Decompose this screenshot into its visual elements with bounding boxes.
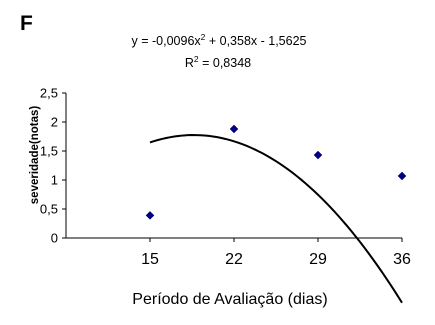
y-tick-label: 0 [51, 231, 58, 246]
trendline-group [149, 134, 403, 304]
trendline [149, 134, 403, 304]
y-tick-label: 1,5 [40, 144, 58, 159]
x-tick-label: 22 [225, 251, 243, 268]
x-tick-label: 36 [393, 251, 411, 268]
x-tick-label: 29 [309, 251, 327, 268]
panel-label: F [20, 12, 33, 35]
data-point [145, 211, 155, 220]
axes: 0 0,5 1 1,5 2 2,5 15 22 29 36 [40, 86, 411, 269]
y-tick-label: 2 [51, 115, 58, 130]
trendline-equation: y = -0,0096x2 + 0,358x - 1,5625 [132, 32, 307, 48]
data-point [229, 124, 239, 134]
x-axis-title: Período de Avaliação (dias) [132, 291, 327, 308]
y-axis-title: severidade(notas) [29, 106, 41, 205]
y-tick-label: 1 [51, 173, 58, 188]
data-point [313, 150, 323, 160]
r-squared-label: R2 = 0,8348 [185, 54, 251, 70]
data-points [145, 124, 407, 220]
y-tick-label: 2,5 [40, 86, 58, 101]
x-tick-label: 15 [141, 251, 159, 268]
data-point [397, 171, 407, 181]
y-tick-label: 0,5 [40, 202, 58, 217]
